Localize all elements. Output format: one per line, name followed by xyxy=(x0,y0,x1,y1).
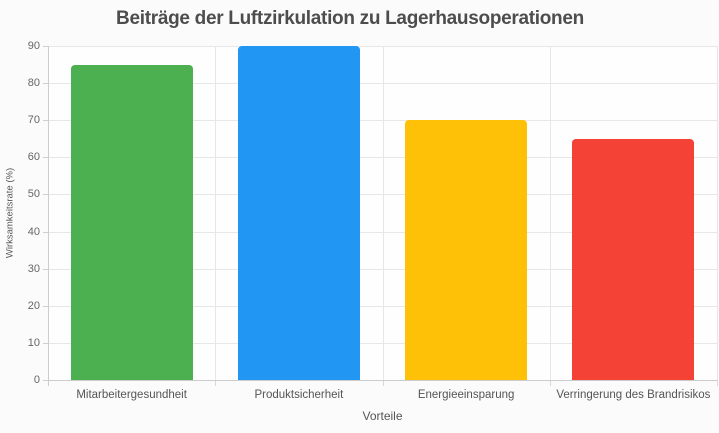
y-tick-mark xyxy=(43,157,48,159)
y-tick-label: 40 xyxy=(27,225,40,238)
gridline-x xyxy=(382,46,384,380)
y-tick-label: 50 xyxy=(27,188,40,201)
y-tick-mark xyxy=(43,194,48,196)
x-tick-label: Energieeinsparung xyxy=(417,389,515,401)
bar-2 xyxy=(237,46,360,380)
y-tick-mark xyxy=(43,231,48,233)
gridline-x xyxy=(549,46,551,380)
y-axis-line xyxy=(48,46,49,386)
gridline-x xyxy=(717,46,718,380)
y-tick-label: 10 xyxy=(27,336,40,349)
y-tick-mark xyxy=(43,380,48,381)
x-tick-mark xyxy=(717,380,718,386)
y-tick-label: 80 xyxy=(27,77,40,90)
x-tick-mark xyxy=(382,380,384,386)
bar-1 xyxy=(70,64,193,380)
y-tick-label: 20 xyxy=(27,299,40,312)
y-axis-title: Wirksamkeitsrate (%) xyxy=(4,167,16,259)
x-axis-line xyxy=(48,380,717,381)
y-tick-label: 60 xyxy=(27,151,40,164)
x-tick-mark xyxy=(549,380,551,386)
y-tick-mark xyxy=(43,83,48,85)
y-tick-mark xyxy=(43,305,48,307)
y-tick-label: 70 xyxy=(27,114,40,127)
y-tick-label: 0 xyxy=(33,374,40,386)
x-tick-label: Produktsicherheit xyxy=(254,389,344,401)
chart-title: Beiträge der Luftzirkulation zu Lagerhau… xyxy=(116,8,584,29)
plot-area: 0 10 20 30 40 50 60 70 80 90 Mitarbeitergesundheit… xyxy=(28,40,718,401)
gridline-x xyxy=(215,46,217,380)
y-tick-label: 90 xyxy=(27,40,40,52)
x-tick-mark xyxy=(215,380,217,386)
x-axis-title: Vorteile xyxy=(362,409,403,423)
bar-4 xyxy=(572,138,695,380)
x-tick-label: Mitarbeitergesundheit xyxy=(76,389,187,401)
x-tick-label: Verringerung des Brandrisikos xyxy=(556,389,711,401)
y-tick-mark xyxy=(43,120,48,122)
y-tick-mark xyxy=(43,46,48,47)
y-tick-mark xyxy=(43,268,48,270)
bar-3 xyxy=(405,120,528,380)
y-tick-mark xyxy=(43,342,48,344)
y-tick-label: 30 xyxy=(27,262,40,275)
